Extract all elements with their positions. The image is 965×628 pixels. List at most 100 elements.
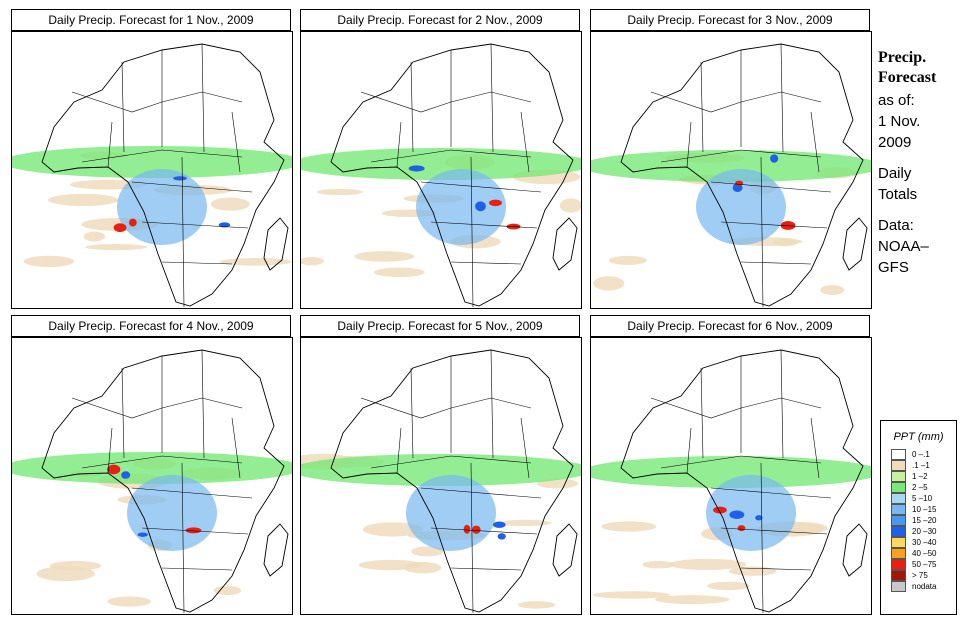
country-border xyxy=(700,61,704,153)
legend-item: nodata xyxy=(891,581,956,592)
precip-patch xyxy=(820,285,845,295)
precip-spot xyxy=(128,218,137,227)
sidebar-title-line1: Precip. xyxy=(878,49,927,66)
country-border xyxy=(121,367,125,459)
precip-spot xyxy=(107,464,121,475)
coastline xyxy=(842,523,868,577)
legend-swatch xyxy=(891,559,906,570)
precip-patch xyxy=(707,581,750,591)
country-border xyxy=(700,367,704,459)
legend-label: 1 –2 xyxy=(912,472,928,481)
legend-swatch xyxy=(891,570,906,581)
coastline xyxy=(41,349,285,613)
country-border xyxy=(107,121,113,168)
precip-spot xyxy=(497,533,506,540)
country-border xyxy=(740,567,812,571)
country-border xyxy=(71,397,243,419)
precip-spot xyxy=(737,525,746,532)
country-border xyxy=(410,61,414,153)
precip-patch xyxy=(362,522,423,537)
country-border xyxy=(490,349,494,459)
precip-patch xyxy=(23,255,75,268)
country-border xyxy=(121,61,125,153)
country-border xyxy=(650,397,822,419)
panel-title: Daily Precip. Forecast for 3 Nov., 2009 xyxy=(590,9,870,31)
country-border xyxy=(490,43,494,153)
country-border xyxy=(231,111,241,173)
precip-core xyxy=(127,475,217,551)
country-border xyxy=(710,181,832,193)
country-border xyxy=(410,367,414,459)
precip-patch xyxy=(728,566,777,576)
precip-spot xyxy=(475,201,486,212)
country-border xyxy=(686,427,692,474)
coastline xyxy=(620,349,864,613)
legend-item: 50 –75 xyxy=(891,559,956,570)
legend-item: 2 –5 xyxy=(891,482,956,493)
date-line2: 2009 xyxy=(878,134,912,151)
coastline xyxy=(842,217,868,271)
precip-patch xyxy=(517,601,556,609)
country-border xyxy=(161,567,233,571)
forecast-panel-5: Daily Precip. Forecast for 5 Nov., 2009 xyxy=(300,315,582,615)
country-border xyxy=(430,527,538,535)
precip-spot xyxy=(113,223,127,233)
legend-item: .1 –1 xyxy=(891,460,956,471)
country-border xyxy=(780,43,784,153)
country-border xyxy=(161,261,233,265)
legend-label: 40 –50 xyxy=(912,549,937,558)
precip-core xyxy=(416,169,506,245)
coastline xyxy=(263,523,289,577)
precip-core xyxy=(117,169,207,245)
country-border xyxy=(810,417,820,479)
precip-map xyxy=(590,337,872,615)
precip-spot xyxy=(713,506,727,514)
panel-title: Daily Precip. Forecast for 6 Nov., 2009 xyxy=(590,315,870,337)
precip-core xyxy=(406,475,496,551)
precip-patch xyxy=(213,585,242,596)
precip-spot xyxy=(173,176,187,181)
sidebar-info: Precip. Forecast as of: 1 Nov. 2009 Dail… xyxy=(878,48,936,278)
precip-band xyxy=(591,456,871,488)
precip-map xyxy=(11,337,293,615)
precip-map xyxy=(11,31,293,309)
precip-patch xyxy=(559,198,581,213)
country-border xyxy=(520,417,530,479)
legend-swatch xyxy=(891,515,906,526)
legend-item: 5 –10 xyxy=(891,493,956,504)
country-border xyxy=(71,91,243,113)
legend-item: 15 –20 xyxy=(891,515,956,526)
country-border xyxy=(430,221,538,229)
country-border xyxy=(360,91,532,113)
precip-patch xyxy=(49,560,102,571)
legend-item: 20 –30 xyxy=(891,526,956,537)
precip-spot xyxy=(472,525,481,534)
legend-label: 2 –5 xyxy=(912,483,928,492)
legend-swatch xyxy=(891,548,906,559)
data-line3: GFS xyxy=(878,259,909,276)
coastline xyxy=(41,43,285,307)
precip-band xyxy=(12,452,292,484)
legend-label: 20 –30 xyxy=(912,527,937,536)
legend-item: > 75 xyxy=(891,570,956,581)
legend-label: 0 –.1 xyxy=(912,450,930,459)
precip-band xyxy=(301,148,581,180)
precip-band xyxy=(591,150,871,182)
country-border xyxy=(141,527,249,535)
data-line1: Data: xyxy=(878,217,914,234)
precip-spot xyxy=(729,510,745,520)
precip-spot xyxy=(463,524,471,534)
country-border xyxy=(760,462,764,614)
legend-swatch xyxy=(891,471,906,482)
legend-title: PPT (mm) xyxy=(893,431,944,443)
country-border xyxy=(740,261,812,265)
precip-patch xyxy=(219,257,292,266)
legend-label: 5 –10 xyxy=(912,494,933,503)
precip-patch xyxy=(499,519,552,527)
precip-spot xyxy=(185,527,202,534)
legend-swatch xyxy=(891,493,906,504)
legend-swatch xyxy=(891,449,906,460)
country-border xyxy=(360,397,532,419)
country-border xyxy=(107,427,113,474)
country-border xyxy=(181,462,185,614)
